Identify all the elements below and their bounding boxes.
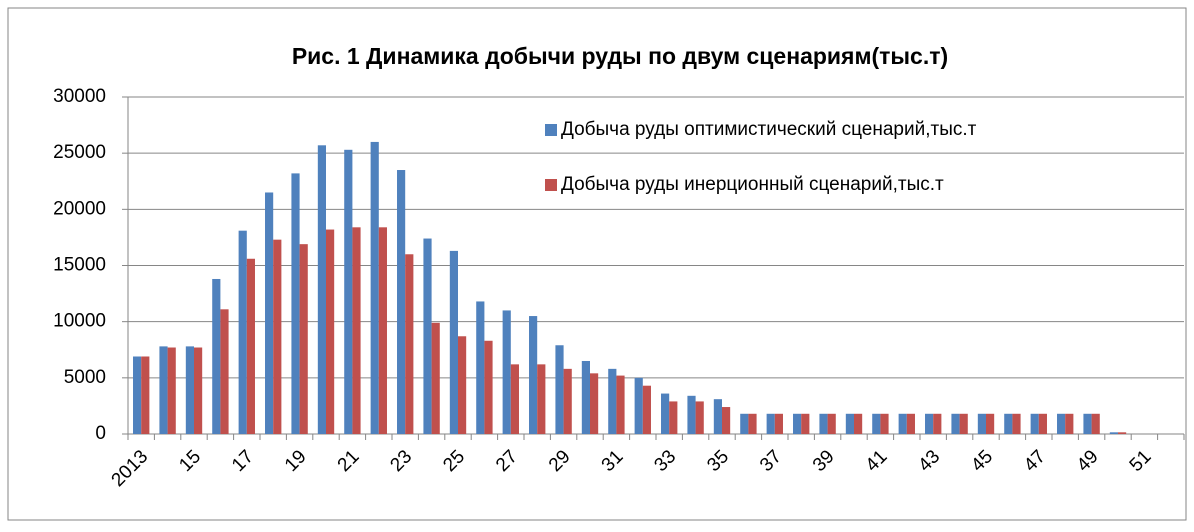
bar	[185, 346, 194, 434]
bar	[212, 278, 221, 434]
bar	[925, 413, 934, 434]
y-tick-label: 0	[95, 423, 106, 444]
bar	[1065, 413, 1074, 434]
bar	[1030, 413, 1039, 434]
bar	[845, 413, 854, 434]
bar	[141, 356, 150, 434]
bar	[563, 368, 572, 434]
bar	[854, 413, 863, 434]
bar	[669, 401, 678, 434]
bar	[713, 399, 722, 434]
bar	[616, 375, 625, 434]
bar	[246, 258, 255, 434]
bar	[397, 170, 406, 434]
bar	[748, 413, 757, 434]
bar	[167, 347, 176, 434]
bar	[238, 230, 247, 434]
bar	[502, 310, 511, 434]
bar	[608, 368, 617, 434]
bar	[801, 413, 810, 434]
bar	[872, 413, 881, 434]
bar	[449, 250, 458, 434]
bar	[423, 238, 432, 434]
bar	[265, 192, 274, 434]
bar	[661, 393, 670, 434]
bar	[774, 413, 783, 434]
bar	[159, 346, 168, 434]
bar	[590, 373, 599, 434]
bar	[529, 316, 538, 434]
bar	[1091, 413, 1100, 434]
bar	[299, 244, 308, 434]
legend-swatch	[545, 179, 557, 191]
y-tick-label: 20000	[53, 198, 106, 219]
bar	[1012, 413, 1021, 434]
bar	[317, 145, 326, 434]
bar	[431, 322, 440, 434]
chart-frame	[7, 7, 1187, 521]
bar	[634, 377, 643, 434]
bar	[977, 413, 986, 434]
bar	[766, 413, 775, 434]
bar	[458, 336, 467, 434]
y-tick-label: 10000	[53, 311, 106, 332]
legend-swatch	[545, 124, 557, 136]
bar	[537, 364, 546, 434]
bar	[695, 401, 704, 434]
bar	[344, 149, 353, 434]
bar	[951, 413, 960, 434]
chart-title: Рис. 1 Динамика добычи руды по двум сцен…	[292, 43, 948, 69]
bar	[793, 413, 802, 434]
bar	[1057, 413, 1066, 434]
bar	[722, 407, 731, 434]
bar	[291, 173, 300, 435]
bar	[959, 413, 968, 434]
bar	[827, 413, 836, 434]
bar	[510, 364, 519, 434]
bar	[1004, 413, 1013, 434]
bar	[642, 385, 651, 434]
bar	[581, 360, 590, 434]
bar	[326, 229, 335, 434]
bar	[133, 356, 142, 434]
bar	[819, 413, 828, 434]
y-tick-label: 15000	[53, 255, 106, 276]
legend-label: Добыча руды оптимистический сценарий,тыс…	[561, 119, 977, 140]
legend-label: Добыча руды инерционный сценарий,тыс.т	[561, 174, 944, 195]
bar	[880, 413, 889, 434]
bar	[1118, 432, 1127, 434]
bar	[933, 413, 942, 434]
bar	[687, 395, 696, 434]
bar	[273, 239, 282, 434]
bar	[1083, 413, 1092, 434]
bar	[378, 227, 387, 434]
bar	[898, 413, 907, 434]
bar	[194, 347, 203, 434]
bar	[555, 345, 564, 434]
bar	[740, 413, 749, 434]
bar	[1038, 413, 1047, 434]
y-tick-label: 5000	[64, 367, 106, 388]
bar	[906, 413, 915, 434]
bar	[1109, 432, 1118, 434]
bar	[484, 340, 493, 434]
bar	[220, 309, 229, 434]
bar	[352, 227, 361, 434]
bar	[405, 254, 414, 434]
bar	[370, 141, 379, 434]
bar	[986, 413, 995, 434]
y-tick-label: 25000	[53, 142, 106, 163]
y-tick-label: 30000	[53, 86, 106, 107]
bar	[476, 301, 485, 434]
